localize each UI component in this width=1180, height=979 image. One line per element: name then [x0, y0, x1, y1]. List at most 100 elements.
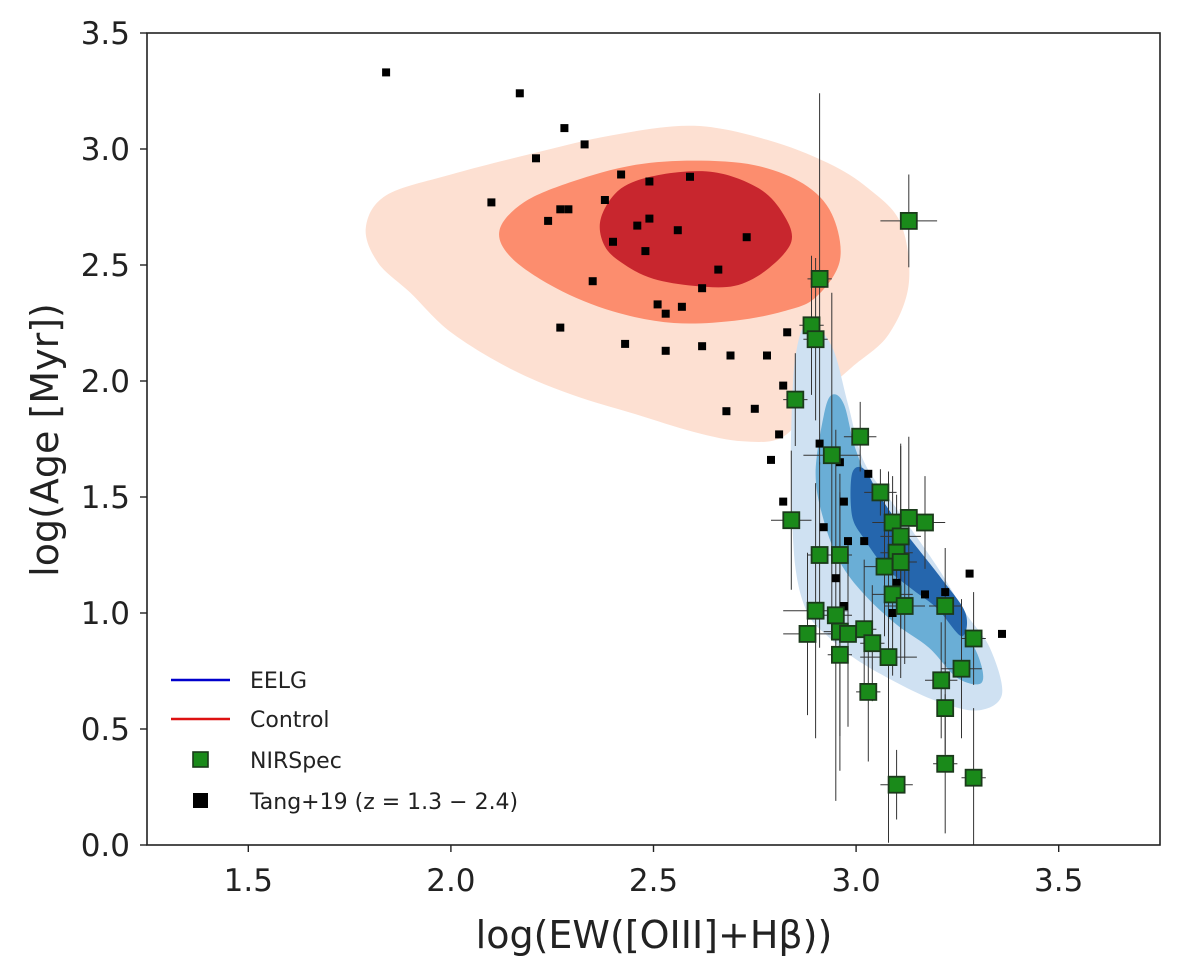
tang19-point [831, 574, 840, 583]
tang19-point [698, 342, 707, 351]
tang19-point [763, 351, 771, 360]
y-tick-label: 2.5 [81, 248, 130, 284]
y-tick-label: 3.0 [81, 132, 130, 168]
nirspec-point [826, 606, 845, 625]
nirspec-point [936, 699, 955, 717]
nirspec-points [782, 211, 983, 794]
nirspec-point [879, 648, 898, 666]
tang19-point [941, 588, 950, 597]
tang19-point [633, 221, 642, 230]
tang19-point [892, 578, 901, 587]
tang19-point [921, 590, 929, 599]
y-tick-label: 3.5 [81, 16, 130, 52]
tang19-point [382, 68, 391, 77]
nirspec-point [859, 683, 878, 701]
nirspec-point [786, 390, 805, 409]
tang19-point [661, 309, 670, 318]
tang19-point [580, 140, 589, 149]
legend-swatch-tang19 [193, 793, 208, 808]
tang19-point [556, 323, 565, 332]
tang19-point [609, 237, 617, 246]
nirspec-point [810, 269, 829, 288]
tang19-point [722, 407, 731, 416]
tang19-point [487, 198, 496, 207]
tang19-point [819, 523, 828, 532]
tang19-point [564, 205, 573, 214]
tang19-point [645, 177, 654, 186]
tang19-point [621, 339, 630, 348]
nirspec-point [891, 553, 910, 571]
tang19-point [653, 300, 662, 309]
legend-label-nirspec: NIRSpec [250, 749, 342, 774]
nirspec-point [875, 557, 894, 576]
nirspec-point [798, 625, 817, 643]
tang19-point [775, 430, 784, 439]
y-tick-label: 0.5 [81, 712, 130, 748]
tang19-point [864, 469, 873, 478]
tang19-point [815, 439, 824, 448]
y-tick-label: 1.0 [81, 596, 130, 632]
nirspec-point [916, 513, 934, 532]
tang19-point [767, 455, 775, 464]
nirspec-point [831, 645, 849, 664]
tang19-point [617, 170, 626, 179]
legend-label-tang19: Tang+19 (z = 1.3 − 2.4) [249, 790, 518, 815]
tang19-point [556, 205, 565, 214]
tang19-point [673, 226, 682, 235]
tang19-point [844, 537, 852, 546]
legend-label-control: Control [250, 708, 330, 733]
nirspec-point [936, 597, 955, 615]
nirspec-point [782, 511, 801, 530]
x-tick-label: 1.5 [224, 863, 273, 899]
tang19-point [641, 247, 650, 256]
tang19-point [677, 302, 686, 311]
tang19-point [515, 89, 524, 98]
nirspec-point [810, 546, 829, 564]
contour-control-level-3 [599, 171, 793, 288]
x-axis-label: log(EW([OIII]+Hβ)) [476, 913, 833, 957]
tang19-point [726, 351, 735, 360]
axes [140, 32, 1161, 852]
nirspec-point [964, 768, 983, 787]
tick-labels: 1.5 2.0 2.5 3.0 3.5 0.0 0.5 1.0 1.5 2.0 2.5 3.0 3.5 [81, 16, 1084, 899]
y-tick-label: 1.5 [81, 480, 130, 516]
nirspec-point [839, 625, 857, 643]
nirspec-point [806, 330, 825, 349]
nirspec-point [887, 775, 906, 794]
x-tick-label: 3.5 [1034, 863, 1083, 899]
y-tick-label: 0.0 [81, 828, 130, 864]
nirspec-point [871, 483, 890, 502]
tang19-point [888, 609, 897, 617]
y-tick-label: 2.0 [81, 364, 130, 400]
nirspec-point [952, 659, 971, 678]
tang19-point [750, 404, 759, 413]
tang19-point [839, 602, 848, 610]
tang19-point [714, 265, 723, 274]
tang19-point [860, 537, 869, 546]
nirspec-point [899, 508, 918, 527]
tang19-point [560, 124, 569, 133]
tang19-point [783, 328, 792, 337]
tang19-point [686, 172, 694, 181]
tang19-point [645, 214, 654, 223]
tang19-point [998, 629, 1006, 638]
legend-label-eelg: EELG [250, 669, 307, 694]
nirspec-point [822, 446, 841, 465]
tang19-point [600, 196, 609, 204]
nirspec-point [932, 671, 951, 690]
nirspec-point [895, 597, 914, 615]
tang19-point [839, 497, 848, 506]
legend: EELG Control NIRSpec Tang+19 (z = 1.3 − … [171, 669, 518, 815]
x-tick-label: 2.0 [426, 863, 475, 899]
nirspec-point [899, 211, 918, 230]
nirspec-point [863, 634, 882, 653]
tang19-point [532, 154, 540, 163]
nirspec-point [891, 527, 910, 546]
nirspec-point [806, 601, 825, 620]
x-tick-label: 3.0 [831, 863, 880, 899]
y-axis-label: log(Age [Myr]) [23, 303, 67, 577]
tang19-point [779, 497, 788, 506]
tang19-point [661, 346, 670, 355]
tang19-point [698, 284, 707, 293]
